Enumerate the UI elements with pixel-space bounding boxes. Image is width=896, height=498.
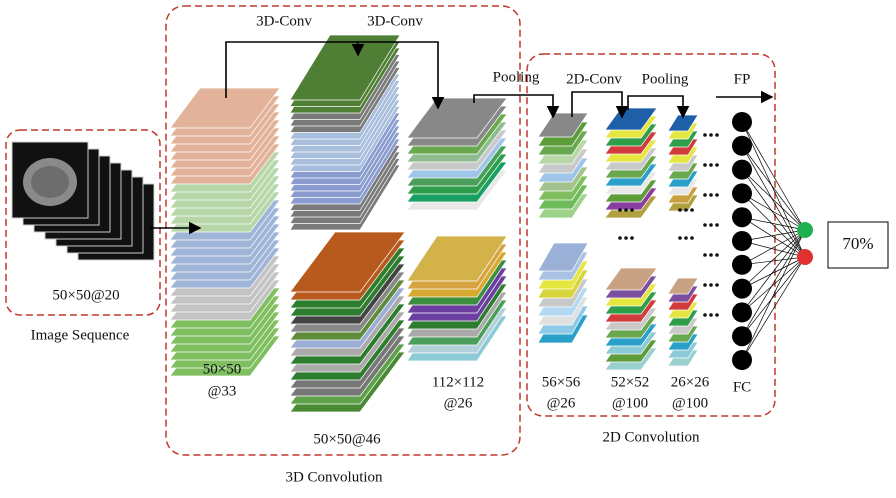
- output: 70%: [842, 234, 873, 253]
- stack-size: 52×52: [611, 374, 649, 390]
- dot: [630, 236, 634, 240]
- dot: [715, 283, 719, 287]
- stack-channels: @100: [672, 395, 708, 411]
- connection: [742, 257, 805, 336]
- dot: [709, 223, 713, 227]
- dot: [703, 283, 707, 287]
- stack-channels: @33: [208, 383, 237, 399]
- dot: [690, 208, 694, 212]
- neuron: [732, 326, 752, 346]
- neuron: [732, 112, 752, 132]
- op-label: 3D-Conv: [367, 13, 423, 29]
- dot: [684, 208, 688, 212]
- op-label: 2D-Conv: [566, 71, 622, 87]
- layers: [12, 35, 813, 412]
- dot: [715, 253, 719, 257]
- dot: [715, 313, 719, 317]
- stack-size: 112×112: [432, 374, 484, 390]
- output-node: [797, 222, 813, 238]
- group-label: 3D Convolution: [285, 469, 383, 485]
- dot: [630, 208, 634, 212]
- op-label: Pooling: [642, 71, 689, 87]
- dot: [709, 283, 713, 287]
- output-node: [797, 249, 813, 265]
- stack-size: 50×50@46: [313, 431, 381, 447]
- dot: [690, 236, 694, 240]
- image-scan: [31, 166, 69, 198]
- dot: [703, 193, 707, 197]
- neuron: [732, 136, 752, 156]
- neuron: [732, 207, 752, 227]
- stack-size: 26×26: [671, 374, 710, 390]
- fc-label: FC: [733, 379, 751, 395]
- stack-channels: @100: [612, 395, 648, 411]
- connection: [742, 170, 805, 230]
- dot: [703, 163, 707, 167]
- dot: [624, 236, 628, 240]
- neuron: [732, 231, 752, 251]
- dot: [709, 313, 713, 317]
- connection: [742, 193, 805, 230]
- dot: [709, 133, 713, 137]
- stack-channels: @26: [547, 395, 576, 411]
- dot: [715, 133, 719, 137]
- neuron: [732, 255, 752, 275]
- op-label: 3D-Conv: [256, 13, 312, 29]
- dot: [703, 223, 707, 227]
- dot: [715, 193, 719, 197]
- dot: [678, 208, 682, 212]
- dot: [703, 313, 707, 317]
- stack-channels: @26: [444, 395, 473, 411]
- dot: [618, 208, 622, 212]
- dot: [678, 236, 682, 240]
- dot: [684, 236, 688, 240]
- dot: [709, 253, 713, 257]
- connection: [742, 230, 805, 336]
- stack-size: 50×50: [203, 361, 241, 377]
- neuron: [732, 350, 752, 370]
- dot: [624, 208, 628, 212]
- neuron: [732, 183, 752, 203]
- op-label: Pooling: [493, 69, 540, 85]
- group-label: 2D Convolution: [602, 429, 700, 445]
- neuron: [732, 302, 752, 322]
- dot: [703, 133, 707, 137]
- neuron: [732, 160, 752, 180]
- input-label: 50×50@20: [52, 287, 119, 303]
- connection: [742, 230, 805, 360]
- op-label: FP: [734, 71, 751, 87]
- dot: [709, 193, 713, 197]
- dot: [618, 236, 622, 240]
- dot: [703, 253, 707, 257]
- neuron: [732, 279, 752, 299]
- dot: [715, 163, 719, 167]
- dot: [715, 223, 719, 227]
- stack-size: 56×56: [542, 374, 581, 390]
- diagram: 70% 3D-Conv 3D-Conv Pooling 2D-Conv Pool…: [0, 0, 896, 493]
- input-caption: Image Sequence: [31, 327, 130, 343]
- dot: [709, 163, 713, 167]
